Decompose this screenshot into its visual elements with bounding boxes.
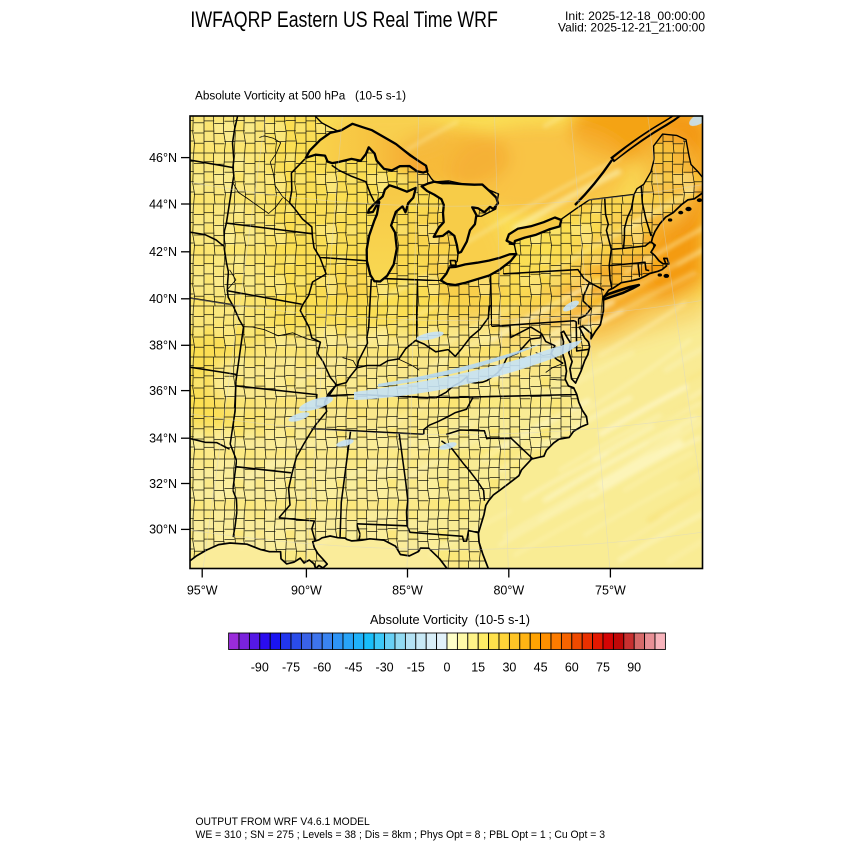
svg-text:Absolute Vorticity (10-5 s-1): Absolute Vorticity (10-5 s-1): [370, 612, 530, 627]
svg-text:42°N: 42°N: [149, 245, 177, 259]
svg-text:-15: -15: [407, 661, 425, 675]
svg-text:-75: -75: [282, 661, 300, 675]
svg-text:OUTPUT FROM WRF V4.6.1 MODEL: OUTPUT FROM WRF V4.6.1 MODEL: [196, 816, 370, 828]
svg-text:WE = 310 ; SN = 275 ; Levels =: WE = 310 ; SN = 275 ; Levels = 38 ; Dis …: [196, 829, 606, 841]
svg-text:34°N: 34°N: [149, 432, 177, 446]
svg-text:90°W: 90°W: [291, 584, 322, 598]
svg-text:44°N: 44°N: [149, 197, 177, 211]
svg-text:46°N: 46°N: [149, 151, 177, 165]
svg-text:0: 0: [444, 661, 451, 675]
svg-text:85°W: 85°W: [392, 584, 423, 598]
svg-text:40°N: 40°N: [149, 292, 177, 306]
svg-text:-60: -60: [313, 661, 331, 675]
svg-text:-90: -90: [251, 661, 269, 675]
svg-text:Absolute Vorticity at 500 hPa: Absolute Vorticity at 500 hPa (10-5 s-1): [195, 89, 406, 103]
svg-text:80°W: 80°W: [493, 584, 524, 598]
svg-text:90: 90: [627, 661, 641, 675]
svg-text:60: 60: [565, 661, 579, 675]
svg-text:Init: 2025-12-18_00:00:00: Init: 2025-12-18_00:00:00: [565, 9, 705, 23]
svg-text:75°W: 75°W: [595, 584, 626, 598]
svg-text:36°N: 36°N: [149, 384, 177, 398]
svg-text:IWFAQRP Eastern US Real Time W: IWFAQRP Eastern US Real Time WRF: [190, 7, 497, 32]
svg-text:30: 30: [502, 661, 516, 675]
svg-text:75: 75: [596, 661, 610, 675]
svg-text:32°N: 32°N: [149, 477, 177, 491]
svg-text:15: 15: [471, 661, 485, 675]
svg-text:45: 45: [534, 661, 548, 675]
svg-text:-45: -45: [344, 661, 362, 675]
svg-text:30°N: 30°N: [149, 523, 177, 537]
svg-text:95°W: 95°W: [187, 584, 218, 598]
svg-text:38°N: 38°N: [149, 339, 177, 353]
svg-text:-30: -30: [376, 661, 394, 675]
svg-text:Valid: 2025-12-21_21:00:00: Valid: 2025-12-21_21:00:00: [558, 21, 705, 35]
